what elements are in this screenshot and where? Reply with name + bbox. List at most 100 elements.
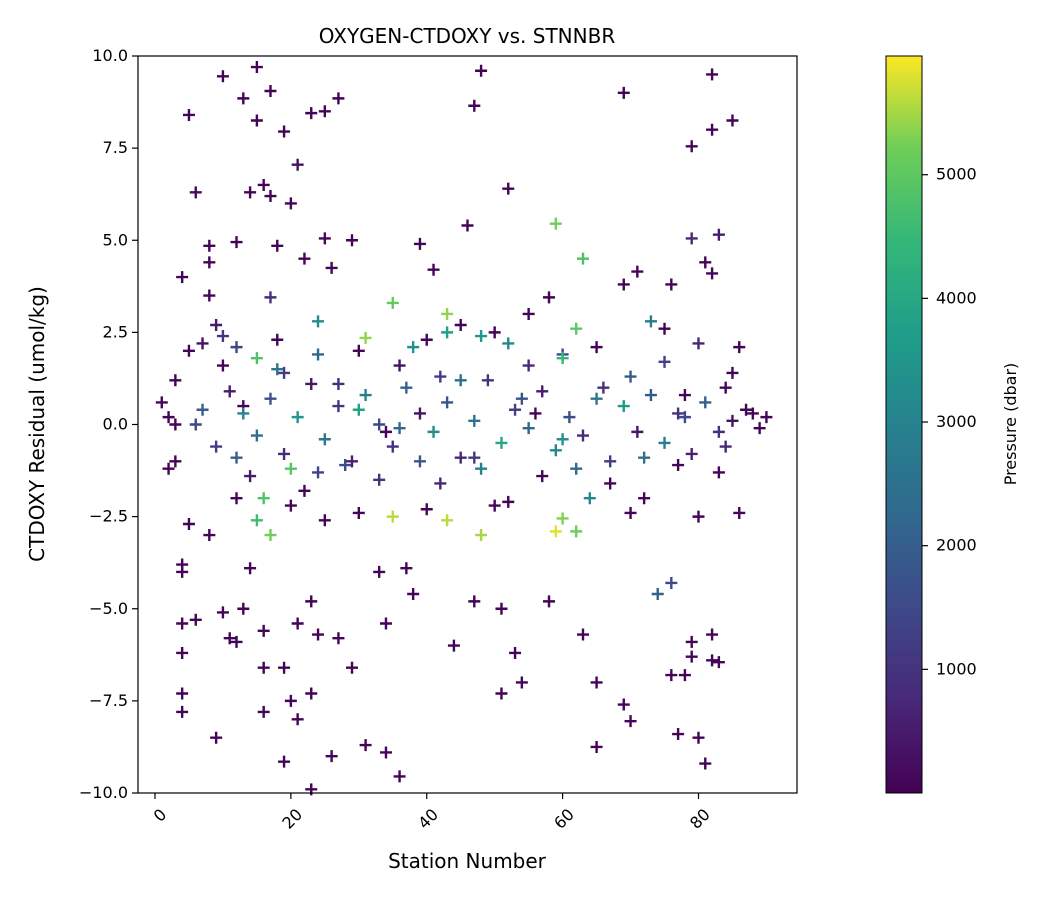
scatter-point	[509, 646, 522, 659]
scatter-point	[359, 739, 372, 752]
scatter-point	[651, 588, 664, 601]
scatter-point	[223, 632, 236, 645]
scatter-point	[685, 447, 698, 460]
scatter-point	[305, 377, 318, 390]
scatter-point	[312, 348, 325, 361]
scatter-point	[379, 425, 392, 438]
scatter-point	[237, 92, 250, 105]
scatter-point	[216, 330, 229, 343]
scatter-point	[176, 271, 189, 284]
scatter-point	[536, 385, 549, 398]
scatter-point	[196, 403, 209, 416]
scatter-point	[284, 499, 297, 512]
scatter-point	[740, 403, 753, 416]
scatter-point	[264, 85, 277, 98]
scatter-point	[332, 400, 345, 413]
scatter-point	[454, 374, 467, 387]
scatter-point	[250, 114, 263, 127]
scatter-point	[549, 217, 562, 230]
scatter-point	[760, 411, 773, 424]
scatter-point	[203, 289, 216, 302]
scatter-point	[393, 359, 406, 372]
scatter-point	[230, 341, 243, 354]
colorbar: 1000 2000 3000 4000 5000 Pressure (dbar)	[885, 55, 1020, 794]
scatter-point	[386, 296, 399, 309]
scatter-point	[434, 370, 447, 383]
scatter-point	[468, 99, 481, 112]
scatter-point	[373, 473, 386, 486]
scatter-point	[631, 425, 644, 438]
scatter-point	[237, 602, 250, 615]
scatter-point	[386, 510, 399, 523]
scatter-point	[678, 411, 691, 424]
scatter-point	[658, 436, 671, 449]
scatter-point	[495, 687, 508, 700]
scatter-point	[475, 64, 488, 77]
scatter-point	[685, 232, 698, 245]
scatter-point	[250, 61, 263, 74]
scatter-point	[644, 389, 657, 402]
scatter-point	[597, 381, 610, 394]
scatter-point	[624, 715, 637, 728]
scatter-point	[413, 237, 426, 250]
scatter-point	[692, 510, 705, 523]
scatter-point	[515, 392, 528, 405]
scatter-point	[604, 455, 617, 468]
scatter-point	[216, 606, 229, 619]
scatter-point	[576, 252, 589, 265]
scatter-point	[257, 705, 270, 718]
scatter-point	[189, 186, 202, 199]
scatter-point	[590, 740, 603, 753]
y-tick-label: 5.0	[103, 230, 128, 249]
scatter-point	[352, 403, 365, 416]
scatter-point	[203, 256, 216, 269]
scatter-point	[495, 602, 508, 615]
scatter-point	[556, 512, 569, 525]
scatter-point	[291, 617, 304, 630]
scatter-point	[556, 352, 569, 365]
scatter-point	[590, 392, 603, 405]
scatter-point	[359, 389, 372, 402]
scatter-point	[706, 267, 719, 280]
scatter-point	[570, 525, 583, 538]
scatter-point	[318, 105, 331, 118]
scatter-point	[325, 261, 338, 274]
scatter-point	[726, 414, 739, 427]
scatter-point	[692, 731, 705, 744]
scatter-point	[631, 265, 644, 278]
y-tick-label: 10.0	[92, 46, 128, 65]
scatter-point	[712, 425, 725, 438]
scatter-point	[291, 713, 304, 726]
scatter-point	[672, 407, 685, 420]
x-tick-label: 80	[686, 805, 714, 833]
scatter-point	[502, 182, 515, 195]
scatter-point	[488, 326, 501, 339]
scatter-point	[271, 333, 284, 346]
colorbar-tick-label: 2000	[936, 536, 977, 555]
scatter-point	[468, 451, 481, 464]
scatter-point	[284, 462, 297, 475]
scatter-point	[305, 107, 318, 120]
scatter-point	[590, 341, 603, 354]
scatter-point	[244, 186, 257, 199]
scatter-point	[678, 669, 691, 682]
scatter-point	[685, 635, 698, 648]
scatter-point	[658, 355, 671, 368]
scatter-point	[162, 462, 175, 475]
scatter-point	[237, 407, 250, 420]
y-tick-label: −10.0	[79, 783, 128, 802]
scatter-point	[346, 455, 359, 468]
scatter-point	[549, 525, 562, 538]
scatter-point	[420, 333, 433, 346]
scatter-point	[386, 440, 399, 453]
scatter-point	[420, 503, 433, 516]
scatter-point	[189, 613, 202, 626]
colorbar-tick-label: 4000	[936, 288, 977, 307]
scatter-point	[203, 239, 216, 252]
scatter-point	[441, 326, 454, 339]
scatter-point	[536, 470, 549, 483]
scatter-point	[271, 363, 284, 376]
scatter-point	[257, 492, 270, 505]
scatter-point	[346, 661, 359, 674]
scatter-point	[284, 694, 297, 707]
